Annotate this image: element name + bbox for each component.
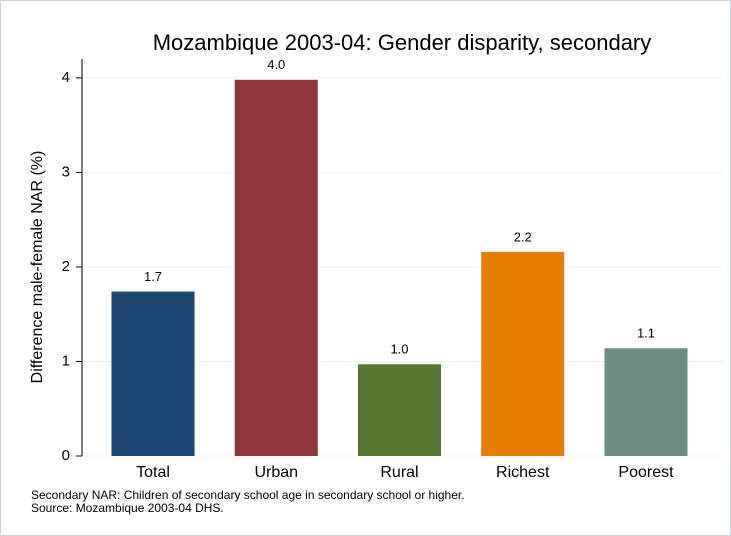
chart-title: Mozambique 2003-04: Gender disparity, se…: [153, 30, 652, 55]
x-tick-label: Rural: [380, 464, 418, 481]
bar: [234, 79, 318, 457]
y-tick-label: 3: [62, 163, 70, 180]
x-tick-label: Poorest: [618, 464, 674, 481]
bar: [481, 251, 565, 456]
value-label: 4.0: [267, 57, 285, 72]
y-tick-label: 1: [62, 352, 70, 369]
y-tick-label: 2: [62, 258, 70, 275]
bar: [111, 291, 195, 456]
value-label: 1.0: [390, 342, 408, 357]
value-label: 2.2: [514, 229, 532, 244]
value-label: 1.1: [637, 326, 655, 341]
bar: [604, 348, 688, 456]
note: Source: Mozambique 2003-04 DHS.: [31, 501, 224, 515]
x-tick-label: Total: [136, 464, 170, 481]
bar: [357, 364, 442, 456]
x-tick-label: Urban: [254, 464, 298, 481]
y-tick-label: 4: [62, 69, 70, 86]
value-label: 1.7: [144, 269, 162, 284]
y-tick-label: 0: [62, 447, 70, 464]
y-axis-label: Difference male-female NAR (%): [29, 151, 46, 384]
x-tick-label: Richest: [496, 464, 550, 481]
note: Secondary NAR: Children of secondary sch…: [31, 488, 465, 502]
